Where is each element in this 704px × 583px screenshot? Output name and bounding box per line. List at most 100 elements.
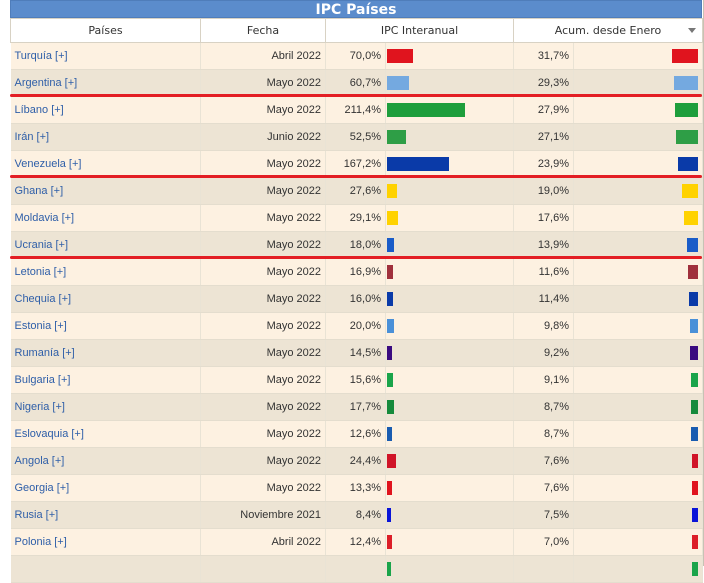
ipc-bar-cell (385, 258, 515, 286)
country-link[interactable]: Ucrania [+] (10, 231, 201, 259)
ipc-bar (387, 319, 394, 333)
country-link[interactable]: Líbano [+] (10, 96, 201, 124)
country-link[interactable] (10, 555, 201, 583)
acum-value-cell: 7,0% (513, 528, 575, 556)
acum-bar-cell (573, 501, 704, 529)
header-row: Países Fecha IPC Interanual Acum. desde … (10, 18, 704, 43)
country-link[interactable]: Estonia [+] (10, 312, 201, 340)
date-cell: Mayo 2022 (200, 231, 326, 259)
country-link[interactable]: Moldavia [+] (10, 204, 201, 232)
country-link[interactable]: Rusia [+] (10, 501, 201, 529)
acum-bar (690, 346, 699, 360)
country-link[interactable]: Chequia [+] (10, 285, 201, 313)
acum-value-cell: 7,6% (513, 447, 575, 475)
ipc-bar (387, 76, 409, 90)
ipc-bar-cell (385, 177, 515, 205)
ipc-value-cell: 13,3% (325, 474, 386, 502)
ipc-bar-cell (385, 366, 515, 394)
date-cell: Mayo 2022 (200, 258, 326, 286)
ipc-bar (387, 427, 392, 441)
table-row: Ghana [+] Mayo 2022 27,6% 19,0% (10, 177, 704, 205)
table-row: Turquía [+] Abril 2022 70,0% 31,7% (10, 42, 704, 70)
date-cell: Mayo 2022 (200, 204, 326, 232)
ipc-bar (387, 562, 391, 576)
ipc-bar (387, 157, 449, 171)
country-link[interactable]: Irán [+] (10, 123, 201, 151)
acum-bar-cell (573, 474, 704, 502)
ipc-bar-cell (385, 393, 515, 421)
acum-bar-cell (573, 366, 704, 394)
acum-bar-cell (573, 42, 704, 70)
ipc-value-cell: 70,0% (325, 42, 386, 70)
country-link[interactable]: Polonia [+] (10, 528, 201, 556)
acum-bar-cell (573, 258, 704, 286)
acum-value-cell: 7,5% (513, 501, 575, 529)
acum-value-cell: 11,6% (513, 258, 575, 286)
country-link[interactable]: Venezuela [+] (10, 150, 201, 178)
acum-value-cell: 31,7% (513, 42, 575, 70)
country-link[interactable]: Rumanía [+] (10, 339, 201, 367)
table-row: Estonia [+] Mayo 2022 20,0% 9,8% (10, 312, 704, 340)
ipc-value-cell: 15,6% (325, 366, 386, 394)
acum-value-cell: 27,1% (513, 123, 575, 151)
ipc-bar-cell (385, 312, 515, 340)
ipc-value-cell: 52,5% (325, 123, 386, 151)
ipc-bar (387, 535, 392, 549)
header-fecha[interactable]: Fecha (200, 18, 326, 43)
ipc-value-cell: 12,4% (325, 528, 386, 556)
country-link[interactable]: Ghana [+] (10, 177, 201, 205)
acum-bar (692, 454, 699, 468)
country-link[interactable]: Eslovaquia [+] (10, 420, 201, 448)
date-cell: Mayo 2022 (200, 312, 326, 340)
table-row: Polonia [+] Abril 2022 12,4% 7,0% (10, 528, 704, 556)
date-cell (200, 555, 326, 583)
acum-bar-cell (573, 96, 704, 124)
acum-bar-cell (573, 204, 704, 232)
acum-bar-cell (573, 339, 704, 367)
ipc-bar-cell (385, 501, 515, 529)
country-link[interactable]: Turquía [+] (10, 42, 201, 70)
date-cell: Junio 2022 (200, 123, 326, 151)
date-cell: Abril 2022 (200, 528, 326, 556)
ipc-bar-cell (385, 447, 515, 475)
ipc-bar-cell (385, 231, 515, 259)
acum-bar-cell (573, 555, 704, 583)
country-link[interactable]: Letonia [+] (10, 258, 201, 286)
date-cell: Mayo 2022 (200, 393, 326, 421)
acum-bar (672, 49, 699, 63)
table-row: Chequia [+] Mayo 2022 16,0% 11,4% (10, 285, 704, 313)
country-link[interactable]: Georgia [+] (10, 474, 201, 502)
ipc-bar-cell (385, 285, 515, 313)
header-paises[interactable]: Países (10, 18, 201, 43)
acum-bar (692, 535, 699, 549)
country-link[interactable]: Argentina [+] (10, 69, 201, 97)
table-row: Venezuela [+] Mayo 2022 167,2% 23,9% (10, 150, 704, 178)
acum-value-cell: 9,2% (513, 339, 575, 367)
ipc-value-cell: 24,4% (325, 447, 386, 475)
table-row: Líbano [+] Mayo 2022 211,4% 27,9% (10, 96, 704, 124)
ipc-bar (387, 184, 397, 198)
ipc-value-cell: 12,6% (325, 420, 386, 448)
ipc-bar (387, 265, 393, 279)
ipc-bar-cell (385, 420, 515, 448)
acum-bar (688, 265, 699, 279)
chevron-down-icon[interactable] (688, 28, 697, 33)
acum-value-cell: 29,3% (513, 69, 575, 97)
acum-bar (692, 562, 699, 576)
country-link[interactable]: Bulgaria [+] (10, 366, 201, 394)
ipc-bar-cell (385, 123, 515, 151)
country-link[interactable]: Nigeria [+] (10, 393, 201, 421)
ipc-value-cell: 8,4% (325, 501, 386, 529)
acum-bar (678, 157, 699, 171)
ipc-bar-cell (385, 204, 515, 232)
ipc-value-cell: 60,7% (325, 69, 386, 97)
ipc-value-cell: 16,0% (325, 285, 386, 313)
country-link[interactable]: Angola [+] (10, 447, 201, 475)
ipc-bar-cell (385, 555, 515, 583)
ipc-bar (387, 103, 465, 117)
header-acum-desde-enero[interactable]: Acum. desde Enero (513, 18, 704, 43)
acum-value-cell: 19,0% (513, 177, 575, 205)
header-ipc-interanual[interactable]: IPC Interanual (324, 18, 515, 43)
ipc-value-cell: 29,1% (325, 204, 386, 232)
ipc-bar (387, 238, 394, 252)
